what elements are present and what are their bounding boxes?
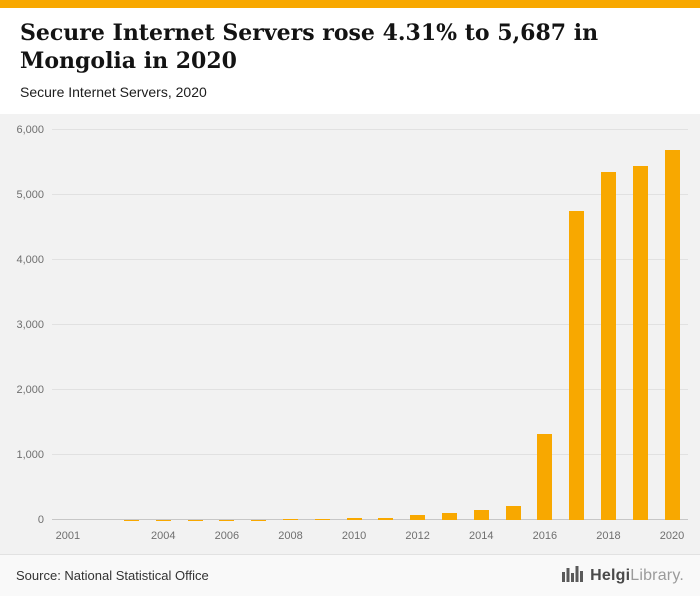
bar-cell [370,130,402,520]
x-axis-baseline [52,519,688,520]
x-tick-label [434,530,466,546]
bar-cell [434,130,466,520]
x-tick-label [243,530,275,546]
bar-cell [561,130,593,520]
x-tick-label: 2004 [151,530,176,542]
bar-2013 [441,513,457,520]
bar-2019 [632,165,648,520]
bar-cell [529,130,561,520]
bar-cell [402,130,434,520]
x-tick-label: 2020 [659,530,685,542]
bar-cell [306,130,338,520]
x-tick-label [497,530,529,546]
y-tick-label: 6,000 [16,124,44,136]
page-title: Secure Internet Servers rose 4.31% to 5,… [20,20,599,74]
bar-cell [211,130,243,520]
bar-cell [243,130,275,520]
bar-2010 [346,518,362,520]
bar-cell [656,130,688,520]
source-label: Source: National Statistical Office [16,568,209,583]
x-tick-label [116,530,148,546]
plot-area: 0 1,000 2,000 3,000 4,000 5,000 6,000 [16,124,688,526]
x-tick-label: 2018 [596,530,621,542]
x-tick-label [561,530,593,546]
x-tick-label: 2008 [278,530,303,542]
bar-2008 [282,519,298,520]
x-axis-labels: 2001 2004 2006 2008 2010 2012 2014 2016 2018 2020 [52,530,688,546]
x-tick-label [624,530,656,546]
bar-cell [497,130,529,520]
x-tick-label: 2016 [532,530,558,542]
bar-2016 [537,433,553,520]
bar-2018 [600,172,616,520]
bar-cell [179,130,211,520]
top-accent-bar [0,0,700,8]
bar-cell [52,130,84,520]
bar-cell [116,130,148,520]
x-tick-label: 2006 [214,530,240,542]
gridline [52,454,688,456]
helgi-bar-chart-icon [561,564,584,587]
brand-name: HelgiLibrary. [590,567,684,585]
bar-2011 [378,517,394,520]
gridline [52,129,688,130]
x-tick-label [306,530,338,546]
bar-2020 [664,150,680,520]
bar-cell [338,130,370,520]
gridline [52,389,688,391]
bar-cell [84,130,116,520]
y-tick-label: 3,000 [16,319,44,331]
x-tick-label: 2001 [55,530,81,542]
brand-name-bold: Helgi [590,566,631,584]
brand-name-light: Library. [630,566,684,584]
x-tick-label: 2010 [341,530,367,542]
x-tick-label: 2014 [469,530,494,542]
bar-2014 [473,509,489,520]
x-tick-label: 2012 [405,530,430,542]
x-tick-label [179,530,211,546]
gridline [52,194,688,195]
y-tick-label: 2,000 [16,384,44,397]
bar-cell [147,130,179,520]
gridline [52,324,688,325]
footer: Source: National Statistical Office Helg… [0,554,700,596]
y-tick-label: 0 [37,514,44,526]
bar-cell [275,130,307,520]
chart-area: 0 1,000 2,000 3,000 4,000 5,000 6,000 2001 2004… [0,114,700,554]
bar-cell [465,130,497,520]
y-tick-label: 4,000 [16,254,44,267]
bar-cell [593,130,625,520]
helgi-library-logo[interactable]: HelgiLibrary. [561,564,684,587]
chart-header: Secure Internet Servers rose 4.31% to 5,… [0,8,700,114]
x-tick-label [370,530,402,546]
bar-2012 [410,515,426,520]
bar-2017 [569,211,585,520]
x-tick-label [84,530,116,546]
chart-subtitle: Secure Internet Servers, 2020 [20,84,207,100]
y-tick-label: 5,000 [16,189,44,201]
gridline [52,259,688,261]
bar-cell [624,130,656,520]
bars [52,130,688,520]
bar-2015 [505,506,521,520]
y-tick-label: 1,000 [16,449,44,462]
bar-2009 [314,519,330,520]
